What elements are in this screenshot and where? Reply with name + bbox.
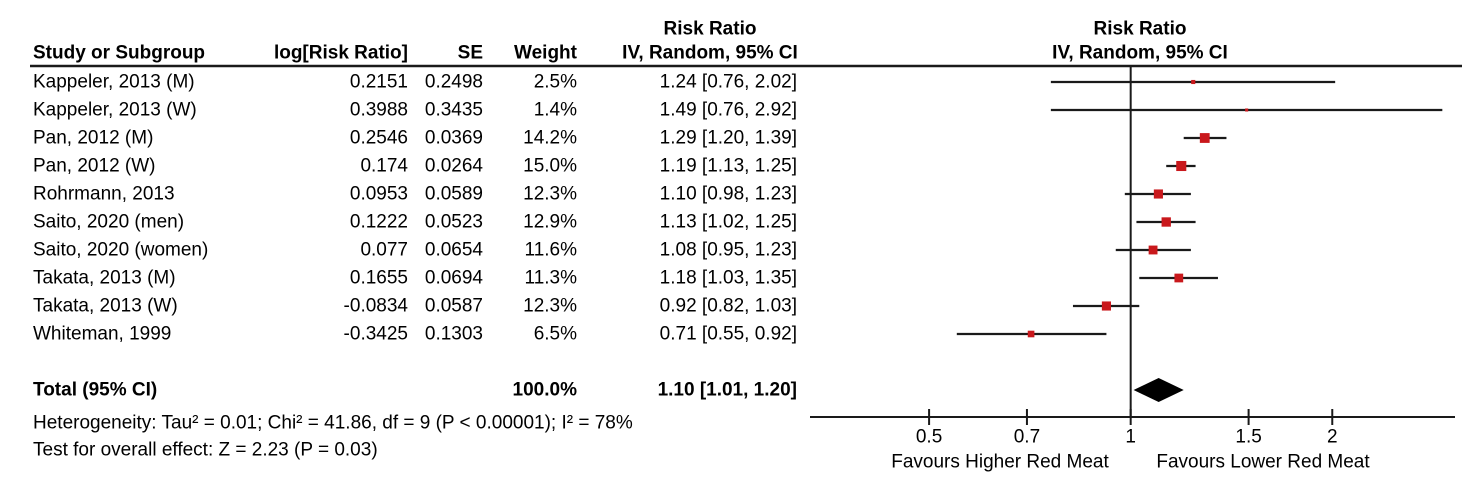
study-label: Saito, 2020 (women): [33, 239, 209, 261]
col-header-study: Study or Subgroup: [33, 42, 206, 64]
weight-value: 1.4%: [533, 99, 577, 121]
effect-value: 1.13 [1.02, 1.25]: [659, 211, 797, 233]
weight-value: 12.3%: [523, 183, 577, 205]
effect-square: [1199, 133, 1210, 143]
col-header-effect-2: IV, Random, 95% CI: [622, 42, 798, 64]
weight-value: 14.2%: [523, 127, 577, 149]
study-label: Takata, 2013 (M): [33, 267, 176, 289]
study-label: Pan, 2012 (M): [33, 127, 154, 149]
col-header-effect-1: Risk Ratio: [663, 18, 757, 40]
effect-value: 0.71 [0.55, 0.92]: [659, 323, 797, 345]
effect-value: 1.08 [0.95, 1.23]: [659, 239, 797, 261]
se-value: 0.0523: [424, 211, 483, 233]
se-value: 0.0587: [424, 295, 483, 317]
se-value: 0.0589: [424, 183, 483, 205]
se-value: 0.0264: [424, 155, 483, 177]
effect-square: [1245, 108, 1249, 112]
overall-effect-text: Test for overall effect: Z = 2.23 (P = 0…: [33, 439, 378, 461]
log-rr-value: 0.174: [360, 155, 408, 177]
effect-square: [1176, 160, 1187, 172]
log-rr-value: 0.2151: [349, 71, 408, 93]
study-label: Kappeler, 2013 (M): [33, 71, 195, 93]
effect-value: 1.10 [0.98, 1.23]: [659, 183, 797, 205]
log-rr-value: -0.3425: [343, 323, 408, 345]
total-label: Total (95% CI): [33, 379, 158, 401]
log-rr-value: 0.0953: [349, 183, 408, 205]
study-label: Rohrmann, 2013: [33, 183, 175, 205]
effect-value: 1.18 [1.03, 1.35]: [659, 267, 797, 289]
se-value: 0.1303: [424, 323, 483, 345]
weight-value: 11.3%: [524, 267, 577, 289]
study-label: Kappeler, 2013 (W): [33, 99, 197, 121]
study-label: Takata, 2013 (W): [33, 295, 178, 317]
effect-value: 1.29 [1.20, 1.39]: [659, 127, 797, 149]
effect-value: 1.19 [1.13, 1.25]: [659, 155, 797, 177]
log-rr-value: 0.1222: [349, 211, 408, 233]
se-value: 0.0654: [424, 239, 483, 261]
plot-header-line2: IV, Random, 95% CI: [1052, 42, 1228, 64]
weight-value: 15.0%: [523, 155, 577, 177]
axis-label-favours-left: Favours Higher Red Meat: [891, 451, 1109, 473]
axis-tick-label: 1.5: [1235, 426, 1262, 448]
effect-square: [1101, 301, 1111, 311]
effect-square: [1027, 330, 1035, 338]
effect-square: [1161, 217, 1171, 227]
total-diamond: [1133, 378, 1184, 402]
weight-value: 12.3%: [523, 295, 577, 317]
effect-square: [1148, 245, 1158, 255]
weight-value: 6.5%: [533, 323, 577, 345]
axis-tick-label: 0.5: [915, 426, 943, 448]
axis-tick-label: 2: [1326, 426, 1338, 448]
axis-label-favours-right: Favours Lower Red Meat: [1156, 451, 1370, 473]
axis-tick-label: 0.7: [1013, 426, 1041, 448]
study-label: Pan, 2012 (W): [33, 155, 156, 177]
plot-header-line1: Risk Ratio: [1093, 18, 1187, 40]
weight-value: 11.6%: [524, 239, 577, 261]
study-label: Saito, 2020 (men): [33, 211, 185, 233]
axis-tick-label: 1: [1125, 426, 1136, 448]
log-rr-value: 0.3988: [349, 99, 408, 121]
effect-value: 1.49 [0.76, 2.92]: [659, 99, 797, 121]
effect-value: 0.92 [0.82, 1.03]: [659, 295, 797, 317]
col-header-se: SE: [457, 42, 483, 64]
log-rr-value: 0.1655: [349, 267, 408, 289]
weight-value: 2.5%: [533, 71, 577, 93]
log-rr-value: 0.077: [360, 239, 408, 261]
se-value: 0.3435: [424, 99, 483, 121]
effect-square: [1153, 189, 1163, 199]
effect-value: 1.24 [0.76, 2.02]: [659, 71, 797, 93]
col-header-weight: Weight: [514, 42, 577, 64]
se-value: 0.0369: [424, 127, 483, 149]
effect-square: [1174, 273, 1184, 283]
total-weight: 100.0%: [512, 379, 577, 401]
weight-value: 12.9%: [523, 211, 577, 233]
se-value: 0.2498: [424, 71, 483, 93]
total-effect: 1.10 [1.01, 1.20]: [657, 379, 797, 401]
log-rr-value: 0.2546: [349, 127, 408, 149]
se-value: 0.0694: [424, 267, 483, 289]
study-label: Whiteman, 1999: [33, 323, 172, 345]
effect-square: [1191, 79, 1196, 85]
log-rr-value: -0.0834: [343, 295, 408, 317]
heterogeneity-text: Heterogeneity: Tau² = 0.01; Chi² = 41.86…: [33, 412, 633, 434]
col-header-log-rr: log[Risk Ratio]: [273, 42, 408, 64]
